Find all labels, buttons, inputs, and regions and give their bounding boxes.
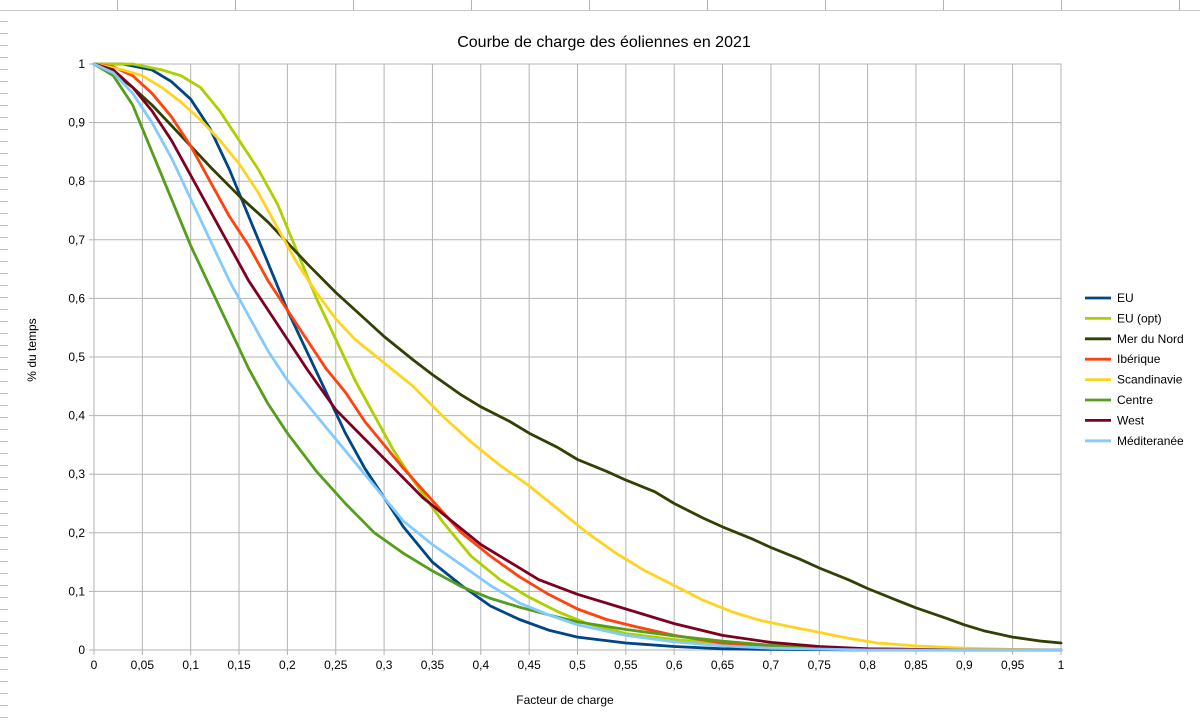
legend-label: Centre (1117, 393, 1153, 407)
x-tick-label: 0,2 (279, 658, 296, 672)
x-tick-label: 0,45 (517, 658, 541, 672)
y-tick-label: 0,5 (68, 350, 85, 364)
y-tick-label: 0,1 (68, 584, 85, 598)
y-tick-label: 0,7 (68, 233, 85, 247)
series-line-8 (92, 62, 1063, 652)
chart-title: Courbe de charge des éoliennes en 2021 (457, 34, 751, 51)
y-tick-label: 0,6 (68, 291, 85, 305)
x-tick-label: 0,25 (324, 658, 348, 672)
x-tick-label: 0,4 (472, 658, 489, 672)
y-tick-label: 0,8 (68, 174, 85, 188)
series-line-3 (92, 62, 1063, 645)
x-tick-label: 0,8 (859, 658, 876, 672)
axis-ticks: 0 0,05 0,1 0,15 0,2 0,25 0,3 0,35 0,4 0,45 0,5 0,55… (68, 57, 1064, 672)
gridlines (93, 63, 1062, 651)
x-tick-label: 0,3 (376, 658, 393, 672)
x-tick-label: 1 (1058, 658, 1065, 672)
x-tick-label: 0,75 (808, 658, 832, 672)
series-line-2 (92, 62, 1063, 652)
legend-label: Ibérique (1117, 352, 1161, 366)
x-tick-label: 0,05 (131, 658, 155, 672)
x-tick-label: 0,95 (1001, 658, 1025, 672)
y-tick-label: 0,4 (68, 409, 85, 423)
y-tick-label: 0,9 (68, 116, 85, 130)
legend-label: Mer du Nord (1117, 332, 1184, 346)
x-tick-label: 0,65 (711, 658, 735, 672)
x-axis-title: Facteur de charge (516, 693, 614, 707)
sheet-ruler-top (0, 0, 1200, 11)
y-tick-label: 0,3 (68, 467, 85, 481)
y-tick-label: 1 (78, 57, 85, 71)
x-tick-label: 0,6 (666, 658, 683, 672)
y-tick-label: 0,2 (68, 526, 85, 540)
legend-label: West (1117, 413, 1145, 427)
x-tick-label: 0,15 (227, 658, 251, 672)
sheet-ruler-left (0, 10, 8, 720)
x-tick-label: 0,1 (182, 658, 199, 672)
series-line-5 (92, 62, 1063, 652)
legend-label: Méditeranée (1117, 434, 1184, 448)
series-lines (92, 62, 1063, 652)
legend-label: EU (1117, 291, 1134, 305)
y-tick-label: 0 (78, 643, 85, 657)
x-tick-label: 0 (91, 658, 98, 672)
x-tick-label: 0,55 (614, 658, 638, 672)
x-tick-label: 0,5 (569, 658, 586, 672)
legend-label: Scandinavie (1117, 373, 1183, 387)
series-line-7 (92, 62, 1063, 652)
x-tick-label: 0,85 (904, 658, 928, 672)
legend: EU EU (opt) Mer du Nord Ibérique Scandinavie… (1085, 291, 1184, 448)
x-tick-label: 0,7 (763, 658, 780, 672)
y-axis-title: % du temps (25, 318, 39, 381)
x-tick-label: 0,9 (956, 658, 973, 672)
series-line-6 (92, 62, 1063, 652)
legend-label: EU (opt) (1117, 311, 1162, 325)
x-tick-label: 0,35 (421, 658, 445, 672)
